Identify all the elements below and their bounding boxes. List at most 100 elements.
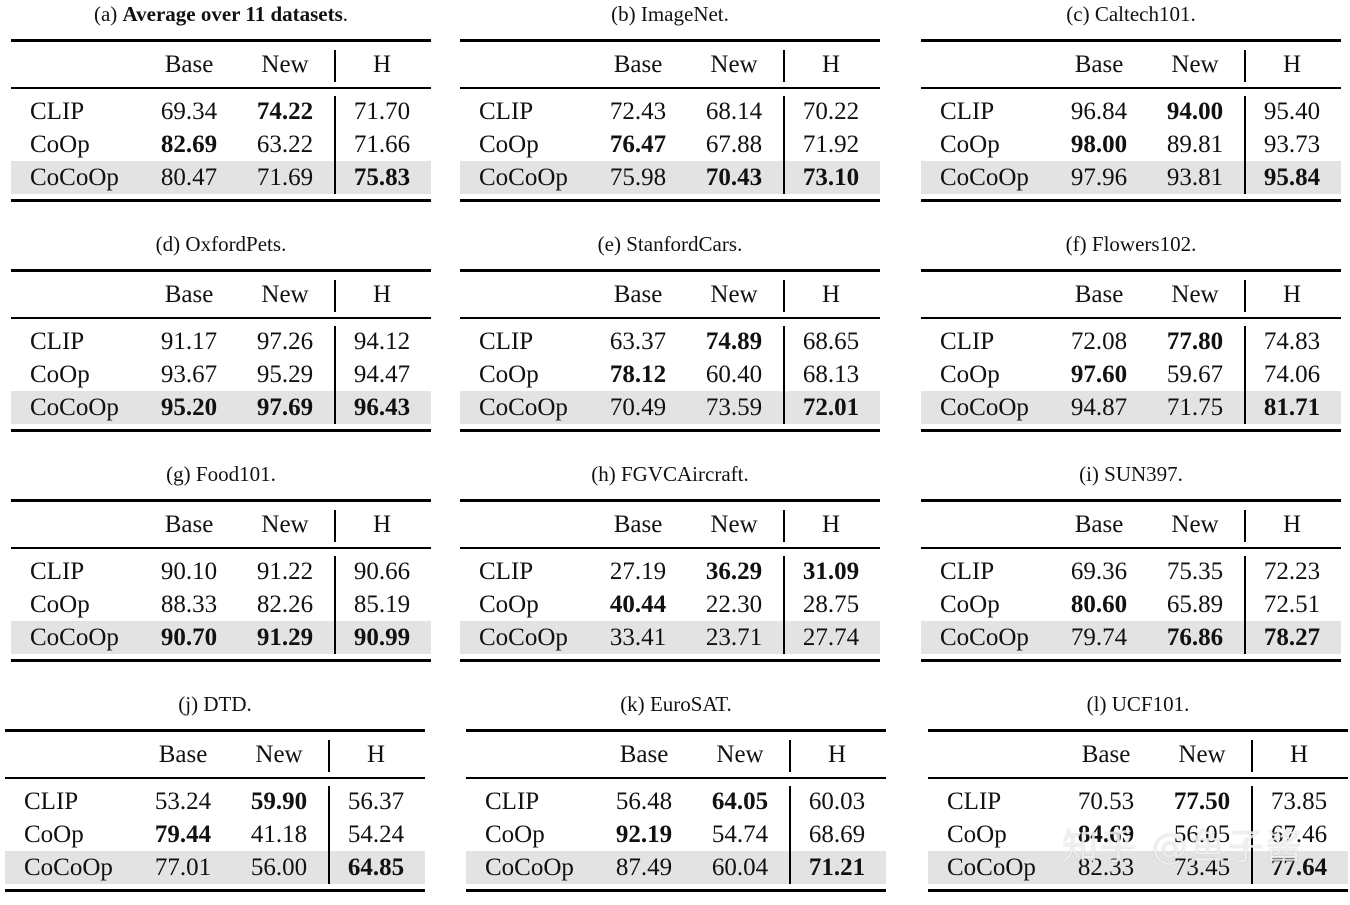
- value-base: 87.49: [615, 854, 673, 881]
- header-rule: [921, 87, 1341, 89]
- method-name: CoOp: [479, 361, 539, 388]
- value-base: 56.48: [615, 788, 673, 815]
- top-rule: [921, 499, 1341, 502]
- table-row: CoOp 79.44 41.18 54.24: [5, 818, 425, 851]
- table-row-highlighted: CoCoOp 33.41 23.71 27.74: [460, 621, 880, 654]
- value-base: 97.60: [1070, 361, 1128, 388]
- column-header: H: [1282, 511, 1302, 538]
- value-new: 93.81: [1166, 164, 1224, 191]
- caption-title: Flowers102: [1091, 232, 1192, 256]
- column-separator: [1244, 96, 1246, 194]
- caption-label: (k): [620, 692, 645, 716]
- column-header: New: [261, 51, 309, 78]
- header-row: Base New H: [921, 508, 1341, 541]
- header-rule: [5, 777, 425, 779]
- column-header: Base: [1081, 741, 1131, 768]
- method-name: CoCoOp: [479, 624, 568, 651]
- value-new: 77.80: [1166, 328, 1224, 355]
- table-caption: (a) Average over 11 datasets.: [93, 2, 349, 26]
- column-header: Base: [613, 281, 663, 308]
- value-h: 70.22: [802, 98, 860, 125]
- method-name: CLIP: [940, 98, 995, 125]
- method-name: CoOp: [940, 131, 1000, 158]
- caption-title: Food101: [195, 462, 271, 486]
- column-header: New: [716, 741, 764, 768]
- header-row: Base New H: [460, 508, 880, 541]
- table-caption: (g) Food101.: [166, 462, 276, 486]
- column-header: New: [255, 741, 303, 768]
- value-h: 95.40: [1263, 98, 1321, 125]
- bottom-rule: [11, 429, 431, 432]
- value-new: 36.29: [705, 558, 763, 585]
- value-h: 90.99: [353, 624, 411, 651]
- table-row: CoOp 98.00 89.81 93.73: [921, 128, 1341, 161]
- top-rule: [460, 269, 880, 272]
- column-separator: [783, 510, 785, 542]
- column-header: Base: [613, 51, 663, 78]
- table-row-highlighted: CoCoOp 97.96 93.81 95.84: [921, 161, 1341, 194]
- caption-title: StanfordCars: [626, 232, 738, 256]
- value-base: 72.43: [609, 98, 667, 125]
- caption-label: (h): [591, 462, 616, 486]
- header-row: Base New H: [5, 738, 425, 771]
- value-base: 27.19: [609, 558, 667, 585]
- top-rule: [11, 499, 431, 502]
- method-name: CLIP: [479, 328, 534, 355]
- top-rule: [460, 499, 880, 502]
- table-panel: (h) FGVCAircraft. Base New H CLIP 27.19 36.29 3…: [460, 460, 880, 675]
- header-row: Base New H: [460, 48, 880, 81]
- method-name: CoCoOp: [479, 164, 568, 191]
- method-name: CLIP: [940, 558, 995, 585]
- table-caption: (j) DTD.: [178, 692, 252, 716]
- table-row: CLIP 53.24 59.90 56.37: [5, 785, 425, 818]
- table-row: CoOp 93.67 95.29 94.47: [11, 358, 431, 391]
- value-h: 81.71: [1263, 394, 1321, 421]
- table-row: CLIP 69.36 75.35 72.23: [921, 555, 1341, 588]
- value-new: 65.89: [1166, 591, 1224, 618]
- table-caption: (e) StanfordCars.: [597, 232, 743, 256]
- header-rule: [460, 547, 880, 549]
- column-separator: [334, 50, 336, 82]
- caption-label: (e): [597, 232, 621, 256]
- method-name: CoCoOp: [24, 854, 113, 881]
- method-name: CoCoOp: [940, 164, 1029, 191]
- caption-label: (f): [1065, 232, 1087, 256]
- column-header: Base: [164, 511, 214, 538]
- method-name: CoOp: [24, 821, 84, 848]
- column-header: New: [710, 51, 758, 78]
- value-h: 27.74: [802, 624, 860, 651]
- bottom-rule: [11, 199, 431, 202]
- caption-label: (j): [178, 692, 199, 716]
- value-h: 72.23: [1263, 558, 1321, 585]
- bottom-rule: [921, 429, 1341, 432]
- value-base: 95.20: [160, 394, 218, 421]
- table-row: CLIP 69.34 74.22 71.70: [11, 95, 431, 128]
- value-new: 74.22: [256, 98, 314, 125]
- table-row: CLIP 56.48 64.05 60.03: [466, 785, 886, 818]
- value-h: 60.03: [808, 788, 866, 815]
- value-new: 73.45: [1173, 854, 1231, 881]
- value-new: 68.14: [705, 98, 763, 125]
- value-new: 94.00: [1166, 98, 1224, 125]
- header-rule: [921, 317, 1341, 319]
- value-new: 22.30: [705, 591, 763, 618]
- value-new: 54.74: [711, 821, 769, 848]
- value-h: 74.83: [1263, 328, 1321, 355]
- value-h: 94.12: [353, 328, 411, 355]
- method-name: CoCoOp: [940, 394, 1029, 421]
- bottom-rule: [466, 889, 886, 892]
- column-header: New: [710, 281, 758, 308]
- value-base: 75.98: [609, 164, 667, 191]
- value-new: 59.90: [250, 788, 308, 815]
- bottom-rule: [921, 659, 1341, 662]
- header-rule: [460, 317, 880, 319]
- caption-title: UCF101: [1111, 692, 1185, 716]
- top-rule: [921, 269, 1341, 272]
- value-base: 78.12: [609, 361, 667, 388]
- column-separator: [334, 556, 336, 654]
- header-row: Base New H: [928, 738, 1348, 771]
- column-header: New: [1171, 511, 1219, 538]
- column-header: Base: [1074, 511, 1124, 538]
- value-base: 90.10: [160, 558, 218, 585]
- value-h: 72.51: [1263, 591, 1321, 618]
